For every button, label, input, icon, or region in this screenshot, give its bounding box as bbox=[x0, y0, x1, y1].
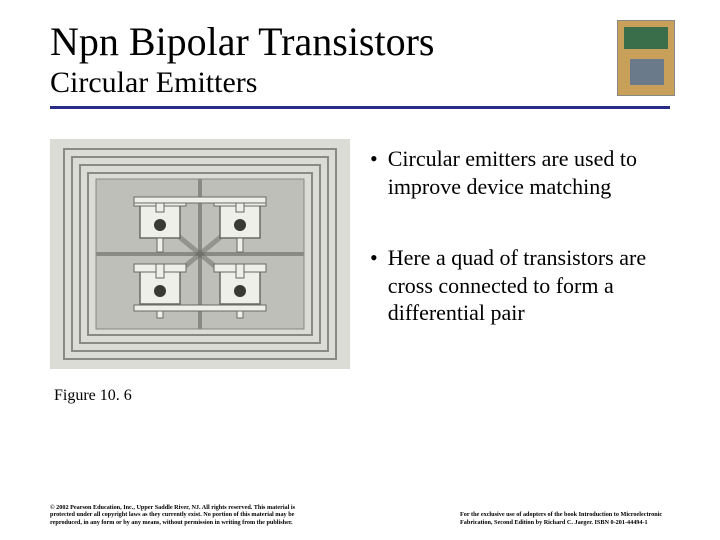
title-underline bbox=[50, 106, 670, 109]
bullet-text: Circular emitters are used to improve de… bbox=[388, 145, 670, 200]
figure-caption: Figure 10. 6 bbox=[54, 387, 350, 405]
bullet-item: • Here a quad of transistors are cross c… bbox=[370, 244, 670, 327]
book-cover-thumbnail bbox=[617, 20, 675, 96]
adopter-text: For the exclusive use of adopters of the… bbox=[460, 511, 670, 526]
bullet-list: • Circular emitters are used to improve … bbox=[370, 139, 670, 405]
copyright-text: © 2002 Pearson Education, Inc., Upper Sa… bbox=[50, 504, 310, 526]
slide-header: Npn Bipolar Transistors Circular Emitter… bbox=[50, 20, 670, 109]
bullet-marker: • bbox=[370, 244, 378, 327]
slide-body: Figure 10. 6 • Circular emitters are use… bbox=[50, 139, 670, 405]
figure-micrograph bbox=[50, 139, 350, 369]
bullet-text: Here a quad of transistors are cross con… bbox=[388, 244, 670, 327]
slide-title: Npn Bipolar Transistors bbox=[50, 20, 670, 64]
bullet-item: • Circular emitters are used to improve … bbox=[370, 145, 670, 200]
bullet-marker: • bbox=[370, 145, 378, 200]
slide-subtitle: Circular Emitters bbox=[50, 66, 670, 100]
slide-footer: © 2002 Pearson Education, Inc., Upper Sa… bbox=[50, 504, 670, 526]
